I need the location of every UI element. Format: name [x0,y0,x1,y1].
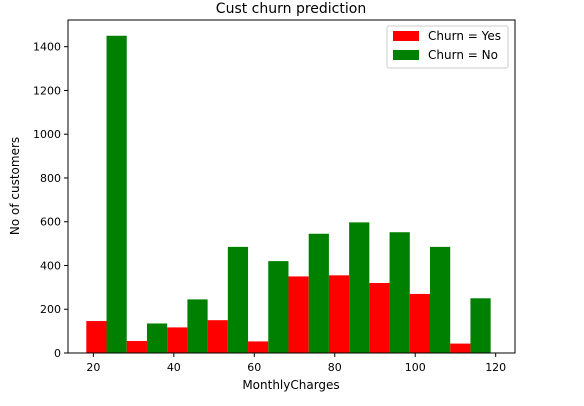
bar-churn-yes-0 [86,321,107,353]
x-tick-label: 100 [405,361,426,374]
legend-label-churn-no: Churn = No [428,48,498,62]
x-axis-label: MonthlyCharges [242,378,339,392]
bar-churn-yes-5 [288,276,309,353]
y-tick-label: 600 [40,216,61,229]
bar-churn-no-1 [146,323,168,353]
bar-churn-no-9 [470,298,491,353]
y-axis-label: No of customers [8,137,22,235]
y-tick-label: 800 [40,172,61,185]
bar-churn-yes-3 [207,320,228,353]
x-tick-label: 20 [86,361,100,374]
y-tick-label: 200 [40,303,61,316]
x-tick-label: 120 [485,361,506,374]
x-tick-label: 60 [247,361,261,374]
bar-churn-yes-7 [369,282,390,353]
bar-churn-yes-2 [167,327,188,353]
y-tick-label: 1400 [33,41,61,54]
bar-churn-yes-9 [450,343,471,353]
plot-frame [67,19,516,354]
legend-swatch-churn-no [393,50,419,60]
bar-churn-yes-1 [126,340,147,353]
legend: Churn = Yes Churn = No [386,25,509,69]
chart-title: Cust churn prediction [216,1,366,17]
bar-churn-no-4 [268,261,289,353]
bar-churn-no-7 [389,232,410,353]
x-tick-label: 80 [328,361,342,374]
bar-churn-no-8 [430,246,451,353]
bar-churn-no-6 [349,222,370,353]
y-tick-label: 1200 [33,84,61,97]
bar-churn-no-0 [106,35,127,353]
bar-churn-yes-6 [328,275,350,353]
legend-label-churn-yes: Churn = Yes [428,29,501,43]
y-tick-label: 400 [40,259,61,272]
bar-churn-no-5 [308,233,329,353]
y-tick-label: 1000 [33,128,61,141]
x-axis-ticks: 20 40 60 80 100 120 [86,353,506,374]
y-axis-ticks: 0 200 400 600 800 1000 1200 1400 [33,41,68,360]
bars-group [86,35,491,353]
bar-churn-no-3 [227,246,249,353]
bar-churn-no-2 [187,299,208,353]
y-tick-label: 0 [54,347,61,360]
legend-swatch-churn-yes [393,31,419,41]
bar-churn-yes-4 [248,341,269,353]
bar-churn-yes-8 [409,293,431,353]
x-tick-label: 40 [167,361,181,374]
